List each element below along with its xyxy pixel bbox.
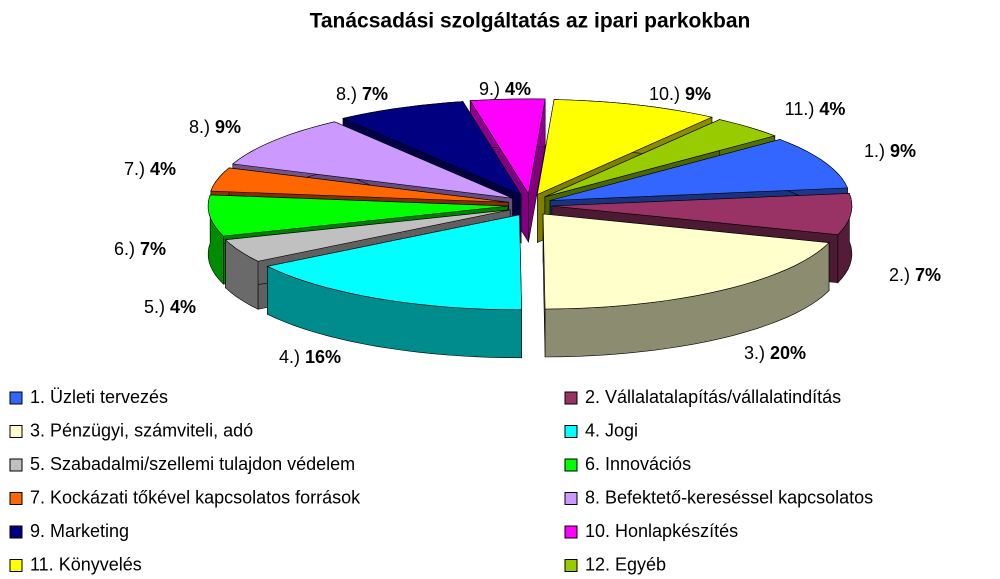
slice-top — [232, 121, 513, 199]
data-label: 11.) 4% — [785, 99, 846, 119]
data-label-prefix: 4.) — [279, 347, 300, 367]
data-label-prefix: 5.) — [144, 297, 165, 317]
data-label-value: 16% — [305, 347, 341, 367]
pie-slice — [266, 214, 522, 359]
data-label: 1.) 9% — [864, 141, 916, 161]
data-label: 7.) 4% — [124, 159, 176, 179]
legend-label: 9. Marketing — [30, 521, 129, 541]
data-label: 6.) 7% — [114, 239, 166, 259]
legend-label: 8. Befektető-kereséssel kapcsolatos — [585, 487, 873, 507]
data-label-prefix: 10.) — [649, 84, 680, 104]
data-label-prefix: 3.) — [744, 343, 765, 363]
data-label: 4.) 16% — [279, 347, 341, 367]
slice-top — [542, 213, 830, 310]
data-label-prefix: 8.) — [336, 84, 357, 104]
legend-label: 4. Jogi — [585, 420, 638, 440]
data-label-value: 7% — [362, 84, 388, 104]
legend-swatch — [564, 391, 578, 405]
slice-top — [207, 194, 509, 237]
legend-label: 5. Szabadalmi/szellemi tulajdon védelem — [30, 454, 355, 474]
data-label-value: 9% — [215, 117, 241, 137]
legend-label: 7. Kockázati tőkével kapcsolatos forráso… — [30, 487, 361, 507]
chart-title: Tanácsadási szolgáltatás az ipari parkok… — [310, 10, 751, 33]
slice-top — [469, 98, 546, 195]
data-label-prefix: 7.) — [124, 159, 145, 179]
data-label-prefix: 9.) — [479, 79, 500, 99]
slice-top — [544, 119, 776, 198]
legend-label: 11. Könyvelés — [30, 554, 142, 574]
legend-swatch — [564, 458, 578, 472]
legend-swatch — [9, 525, 23, 539]
data-label: 10.) 9% — [649, 84, 711, 104]
legend-label: 3. Pénzügyi, számviteli, adó — [30, 420, 253, 440]
legend-swatch — [564, 425, 578, 438]
legend-swatch — [564, 492, 578, 505]
slice-top — [536, 99, 713, 196]
slice-top — [551, 193, 853, 236]
legend-swatch — [9, 425, 23, 438]
data-label-value: 4% — [170, 297, 196, 317]
legend-swatch — [564, 525, 578, 539]
data-label: 8.) 7% — [336, 84, 388, 104]
legend-swatch — [9, 391, 23, 405]
data-label-prefix: 6.) — [114, 239, 135, 259]
data-label-prefix: 11.) — [785, 99, 815, 119]
data-label-value: 4% — [505, 79, 531, 99]
legend-label: 1. Üzleti tervezés — [30, 387, 168, 407]
legend-label: 10. Honlapkészítés — [585, 521, 738, 541]
data-label-value: 9% — [890, 141, 916, 161]
data-label-prefix: 1.) — [864, 141, 885, 161]
legend-label: 12. Egyéb — [585, 554, 666, 574]
data-label-value: 9% — [685, 84, 711, 104]
pie-slice — [542, 213, 830, 358]
slice-top — [210, 167, 509, 203]
data-label: 2.) 7% — [889, 265, 941, 285]
data-label-value: 4% — [150, 159, 176, 179]
data-label: 8.) 9% — [189, 117, 241, 137]
data-label-prefix: 8.) — [189, 117, 210, 137]
legend-label: 6. Innovációs — [585, 454, 691, 474]
data-label: 5.) 4% — [144, 297, 196, 317]
legend-swatch — [9, 559, 23, 572]
data-label-value: 4% — [819, 99, 845, 119]
data-label-prefix: 2.) — [889, 265, 910, 285]
data-label-value: 20% — [770, 343, 806, 363]
legend-label: 2. Vállalatalapítás/vállalatindítás — [585, 387, 841, 407]
data-label-value: 7% — [915, 265, 941, 285]
slice-top — [550, 139, 848, 201]
slice-top — [342, 101, 522, 196]
legend-swatch — [9, 492, 23, 505]
data-label: 3.) 20% — [744, 343, 806, 363]
data-label: 9.) 4% — [479, 79, 531, 99]
slice-top — [224, 209, 511, 262]
data-label-value: 7% — [140, 239, 166, 259]
slice-top — [266, 214, 522, 311]
legend-swatch — [9, 458, 23, 472]
legend-swatch — [564, 559, 578, 572]
